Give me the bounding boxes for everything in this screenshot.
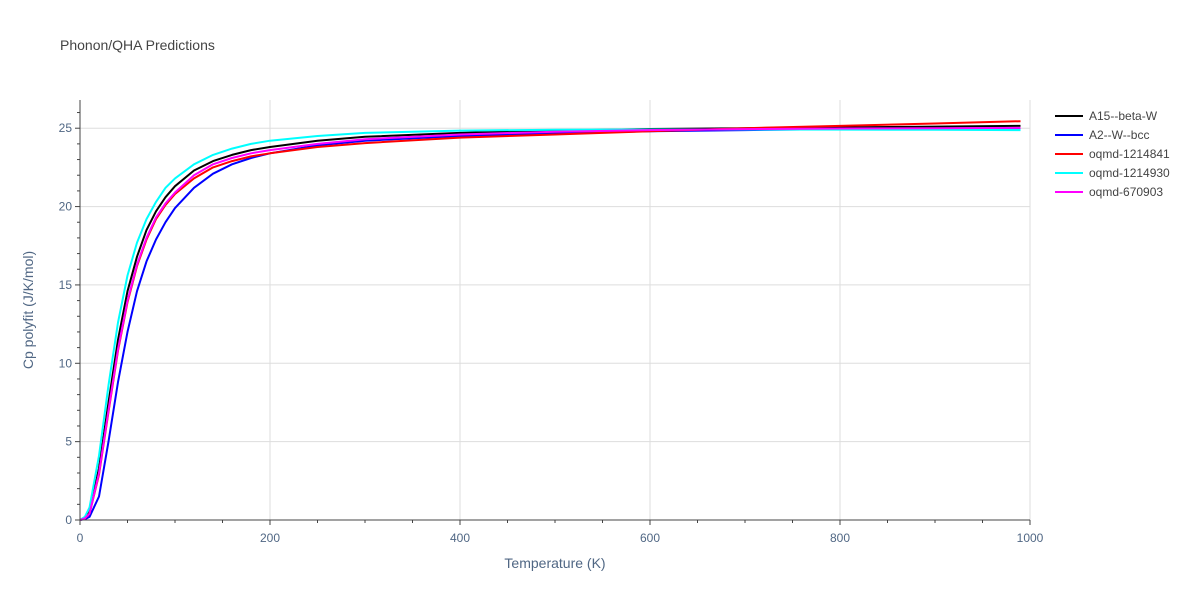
y-tick-label: 20 bbox=[59, 200, 73, 214]
legend-label: oqmd-1214841 bbox=[1089, 147, 1170, 161]
y-tick-label: 10 bbox=[59, 356, 73, 370]
x-tick-label: 800 bbox=[830, 531, 850, 545]
y-tick-label: 15 bbox=[59, 278, 73, 292]
series-line-A2--W--bcc[interactable] bbox=[79, 127, 1021, 521]
legend[interactable]: A15--beta-W A2--W--bcc oqmd-1214841 oqmd-12… bbox=[1055, 109, 1170, 199]
x-tick-label: 600 bbox=[640, 531, 660, 545]
legend-label: oqmd-1214930 bbox=[1089, 166, 1170, 180]
legend-label: oqmd-670903 bbox=[1089, 185, 1163, 199]
legend-label: A2--W--bcc bbox=[1089, 128, 1149, 142]
x-axis-title: Temperature (K) bbox=[504, 555, 605, 571]
y-tick-label: 25 bbox=[59, 121, 73, 135]
chart-title: Phonon/QHA Predictions bbox=[60, 37, 215, 53]
y-tick-label: 5 bbox=[65, 435, 72, 449]
y-tick-label: 0 bbox=[65, 513, 72, 527]
series-line-A15--beta-W[interactable] bbox=[79, 124, 1021, 521]
legend-label: A15--beta-W bbox=[1089, 109, 1158, 123]
legend-item[interactable]: oqmd-670903 bbox=[1055, 185, 1163, 199]
series-line-oqmd-670903[interactable] bbox=[79, 126, 1021, 521]
x-tick-label: 400 bbox=[450, 531, 470, 545]
plot-area[interactable] bbox=[79, 120, 1021, 521]
grid bbox=[80, 100, 1031, 520]
series-line-oqmd-1214930[interactable] bbox=[79, 128, 1021, 521]
x-tick-label: 1000 bbox=[1017, 531, 1044, 545]
x-tick-label: 0 bbox=[77, 531, 84, 545]
legend-item[interactable]: oqmd-1214930 bbox=[1055, 166, 1170, 180]
legend-item[interactable]: A15--beta-W bbox=[1055, 109, 1158, 123]
x-tick-label: 200 bbox=[260, 531, 280, 545]
axes: 0 200 400 600 800 1000 0 5 10 15 20 25 bbox=[59, 100, 1044, 545]
series-line-oqmd-1214841[interactable] bbox=[79, 120, 1021, 521]
legend-item[interactable]: oqmd-1214841 bbox=[1055, 147, 1170, 161]
legend-item[interactable]: A2--W--bcc bbox=[1055, 128, 1149, 142]
y-axis-title: Cp polyfit (J/K/mol) bbox=[20, 251, 36, 369]
